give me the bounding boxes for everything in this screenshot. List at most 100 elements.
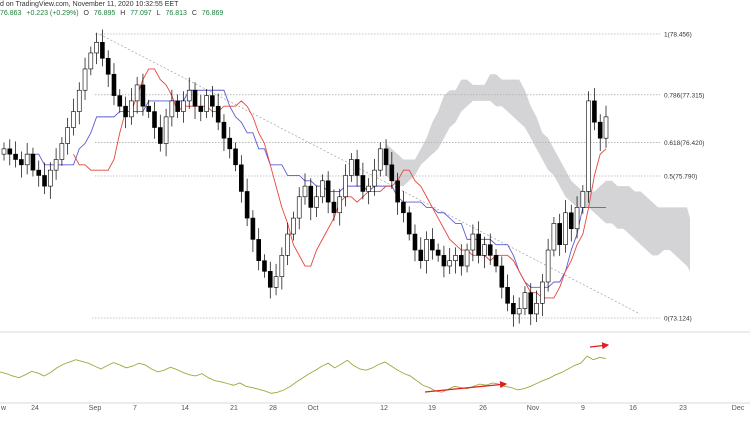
candle-body xyxy=(401,201,406,214)
x-tick-label: 24 xyxy=(31,405,39,412)
candle-body xyxy=(123,105,128,118)
candle-body xyxy=(169,100,175,118)
candle-body xyxy=(94,42,99,54)
candle-body xyxy=(71,111,76,128)
candle-body xyxy=(395,180,400,203)
candle-body xyxy=(476,233,481,256)
candle-body xyxy=(470,233,476,251)
ohlc-open-value: 76.863 xyxy=(0,10,22,17)
fib-level-label: 0(73.124) xyxy=(664,316,692,323)
oscillator-line xyxy=(0,355,607,394)
candle-body xyxy=(48,169,53,187)
candle-body xyxy=(424,239,429,261)
candle-body xyxy=(76,89,82,112)
candle-body xyxy=(117,95,123,107)
candle-body xyxy=(192,89,198,107)
candle-body xyxy=(204,95,209,112)
candle-body xyxy=(24,153,30,166)
fib-level-label: 0.5(75.790) xyxy=(664,174,697,181)
candle-body xyxy=(256,239,261,261)
candle-body xyxy=(325,180,331,203)
x-tick-label: 12 xyxy=(380,405,388,412)
x-tick-label: 7 xyxy=(133,405,137,412)
x-tick-label: 26 xyxy=(479,405,487,412)
candle-body xyxy=(320,180,325,198)
candle-body xyxy=(551,223,557,251)
ohlc-h-value: 77.097 xyxy=(130,10,152,17)
candle-body xyxy=(453,255,458,261)
candle-body xyxy=(175,100,180,112)
candle-body xyxy=(100,42,105,59)
x-tick-label: 28 xyxy=(269,405,277,412)
candle-body xyxy=(53,159,59,171)
candle-body xyxy=(430,239,435,251)
candle-body xyxy=(603,116,609,139)
candle-body xyxy=(198,105,204,112)
candle-body xyxy=(568,212,574,230)
candle-body xyxy=(464,249,470,267)
candle-body xyxy=(296,196,302,219)
candle-body xyxy=(291,217,296,235)
candle-body xyxy=(163,116,169,144)
candle-body xyxy=(360,175,366,192)
candle-body xyxy=(383,148,389,166)
candle-body xyxy=(13,153,18,160)
candle-body xyxy=(412,233,418,251)
candle-body xyxy=(493,255,499,267)
candle-body xyxy=(366,185,371,192)
chart-published-caption: d on TradingView.com, November 11, 2020 … xyxy=(0,1,179,8)
ohlc-change: +0.223 (+0.29%) xyxy=(26,10,79,17)
candle-body xyxy=(267,271,273,288)
candle-body xyxy=(487,244,493,256)
axis-left-label: w xyxy=(0,405,7,412)
x-tick-label: 23 xyxy=(679,405,687,412)
x-tick-label: Dec xyxy=(732,405,745,412)
ohlc-o-value: 76.895 xyxy=(93,10,116,17)
trendline xyxy=(99,34,641,315)
fib-level-label: 1(78.456) xyxy=(664,32,692,39)
candle-body xyxy=(88,52,94,70)
x-tick-label: 14 xyxy=(181,405,189,412)
candle-body xyxy=(105,57,111,75)
candle-body xyxy=(580,191,586,208)
candle-body xyxy=(233,148,238,166)
candle-body xyxy=(221,121,227,139)
candle-body xyxy=(285,233,290,256)
candle-body xyxy=(146,105,152,112)
candle-body xyxy=(458,255,464,267)
candle-body xyxy=(308,185,314,208)
ohlc-l-label: L xyxy=(156,10,161,17)
candle-body xyxy=(406,212,412,235)
candle-body xyxy=(1,148,7,155)
candle-body xyxy=(227,137,233,150)
candle-body xyxy=(482,244,487,256)
divergence-arrow-top xyxy=(589,342,610,350)
x-tick-label: 21 xyxy=(230,405,238,412)
candle-body xyxy=(586,100,591,192)
candle-body xyxy=(557,223,562,246)
candle-body xyxy=(59,143,65,160)
candle-body xyxy=(111,73,117,96)
candle-body xyxy=(314,196,319,208)
x-tick-label: Nov xyxy=(527,405,540,412)
candle-body xyxy=(435,249,441,256)
candle-body xyxy=(499,265,505,288)
candle-body xyxy=(134,84,140,102)
fib-level-label: 0.786(77.315) xyxy=(664,92,704,99)
candle-body xyxy=(540,281,545,304)
candle-body xyxy=(372,169,377,187)
candle-body xyxy=(447,260,453,267)
candle-body xyxy=(516,308,522,315)
x-tick-label: Sep xyxy=(89,405,102,412)
ohlc-c-label: C xyxy=(191,10,197,17)
candle-body xyxy=(563,212,568,246)
candle-body xyxy=(140,84,146,107)
candle-body xyxy=(82,68,88,91)
candle-body xyxy=(157,127,163,144)
candle-body xyxy=(343,175,348,198)
candle-body xyxy=(354,159,360,176)
candle-body xyxy=(597,121,603,139)
candle-body xyxy=(30,153,36,171)
candle-body xyxy=(250,217,256,240)
